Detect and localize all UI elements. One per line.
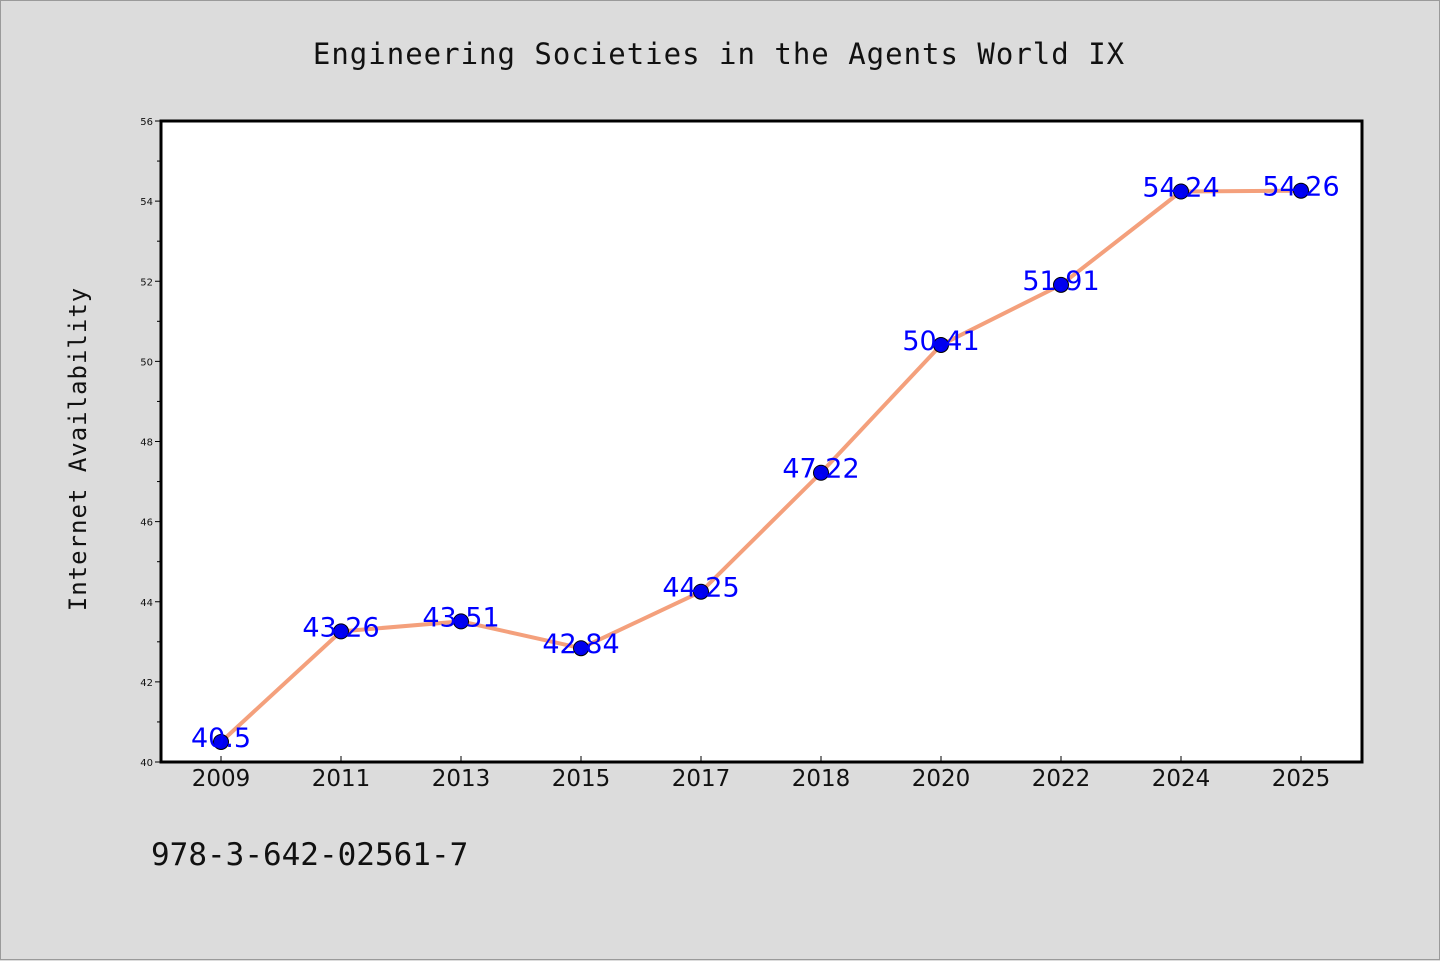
- data-point: [813, 464, 829, 481]
- y-tick-label: 56: [140, 117, 153, 128]
- data-point: [1173, 183, 1189, 200]
- y-tick-label: 52: [140, 277, 153, 288]
- data-point: [573, 640, 589, 657]
- x-tick-label: 2020: [912, 766, 971, 792]
- data-point: [453, 613, 469, 630]
- data-label: 43.51: [422, 602, 499, 633]
- x-axis: 2009 2011 2013 2015 2017 2018 2020 2022 2024 2025: [192, 756, 1331, 792]
- chart-title: Engineering Societies in the Agents Worl…: [313, 37, 1125, 71]
- y-tick-label: 44: [140, 598, 153, 609]
- isbn-footer: 978-3-642-02561-7: [151, 837, 468, 873]
- y-tick-label: 40: [140, 758, 153, 769]
- series-line: [219, 188, 1302, 744]
- data-label: 44.25: [662, 573, 739, 604]
- x-tick-label: 2022: [1032, 766, 1091, 792]
- y-axis-label: Internet Availability: [64, 287, 92, 611]
- data-label: 54.24: [1142, 173, 1219, 204]
- y-tick-label: 42: [140, 678, 153, 689]
- y-tick-label: 50: [140, 357, 153, 368]
- data-point: [1053, 276, 1069, 293]
- y-tick-label: 48: [140, 438, 153, 449]
- data-labels: 40.5 43.26 43.51 42.84 44.25 47.22 50.41 51.91 5…: [191, 172, 1340, 754]
- data-label: 40.5: [191, 723, 251, 754]
- series-line-group: [219, 188, 1302, 744]
- plot-area: [159, 119, 1364, 764]
- data-point: [333, 623, 349, 640]
- x-tick-label: 2024: [1152, 766, 1211, 792]
- data-point: [1293, 182, 1309, 199]
- x-tick-label: 2025: [1272, 766, 1331, 792]
- data-label: 42.84: [542, 629, 619, 660]
- data-label: 47.22: [782, 454, 859, 485]
- y-tick-label: 46: [140, 518, 153, 529]
- x-tick-label: 2009: [192, 766, 251, 792]
- x-tick-label: 2011: [312, 766, 371, 792]
- data-label: 54.26: [1262, 172, 1339, 203]
- x-tick-label: 2013: [432, 766, 491, 792]
- y-tick-label: 54: [140, 197, 153, 208]
- data-markers: [213, 182, 1309, 750]
- data-point: [933, 336, 949, 353]
- x-tick-label: 2018: [792, 766, 851, 792]
- y-axis: 40 42 44 46 48 50 52 54 56: [140, 117, 161, 769]
- data-label: 50.41: [902, 326, 979, 357]
- x-tick-label: 2017: [672, 766, 731, 792]
- data-label: 43.26: [302, 612, 379, 643]
- data-point: [213, 733, 229, 750]
- data-point: [693, 583, 709, 600]
- data-label: 51.91: [1022, 266, 1099, 297]
- x-tick-label: 2015: [552, 766, 611, 792]
